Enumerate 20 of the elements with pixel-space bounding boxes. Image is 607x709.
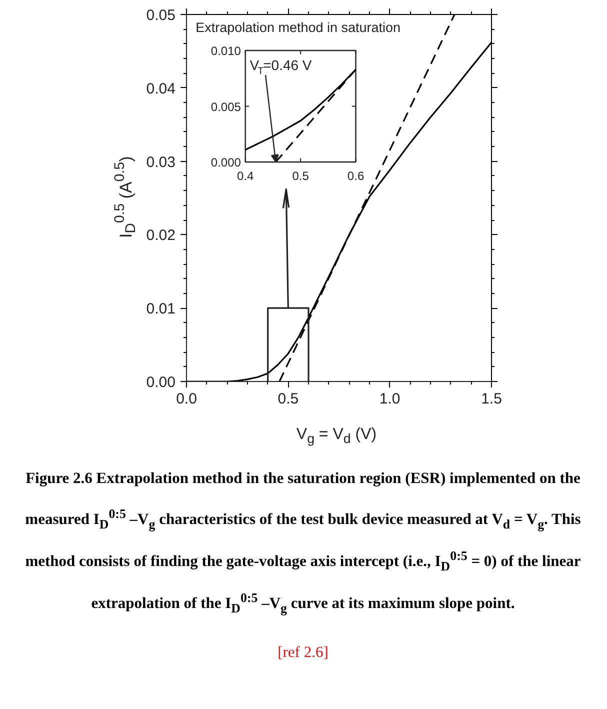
- y-tick-label: 0.02: [146, 227, 176, 244]
- y-tick-label: 0.04: [146, 80, 176, 98]
- y-tick-label: 0.010: [210, 44, 242, 58]
- x-tick-label: 0.5: [278, 390, 299, 408]
- y-tick-label: 0.00: [146, 374, 176, 391]
- x-tick-label: 0.6: [347, 168, 364, 183]
- y-tick-label: 0.05: [146, 7, 176, 24]
- text: [ref 2.6]: [276, 642, 330, 663]
- chart-title: Extrapolation method in saturation: [196, 20, 401, 36]
- x-axis-title: V$_{g}$ = V$_{d}$ (V): [295, 425, 378, 448]
- x-tick-label: 0.4: [237, 168, 254, 183]
- y-tick-label: 0.000: [210, 156, 242, 170]
- x-tick-label: 0.5: [292, 168, 310, 183]
- text: Figure 2.6 Extrapolation method in the saturation region (ESR) implemented on the measured I$_{D}$$^{0:5}$ –V$_{g}$ characteristics of the test bulk device measured at V$_{d}$ = V$_{g}$. This method consists of finding the gate-voltage axis intercept (i.e., I$_{D}$$^{0:5}$ = 0) of the linear extrapolation of the I$_{D}$$^{0:5}$ –V$_{g}$ curve at its maximum slope point.: [25, 470, 581, 616]
- x-tick-label: 1.0: [379, 390, 400, 408]
- x-tick-label: 1.5: [481, 390, 502, 408]
- y-tick-label: 0.01: [146, 300, 176, 318]
- x-tick-label: 0.0: [176, 390, 197, 408]
- y-tick-label: 0.03: [146, 154, 176, 171]
- y-tick-label: 0.005: [210, 100, 242, 114]
